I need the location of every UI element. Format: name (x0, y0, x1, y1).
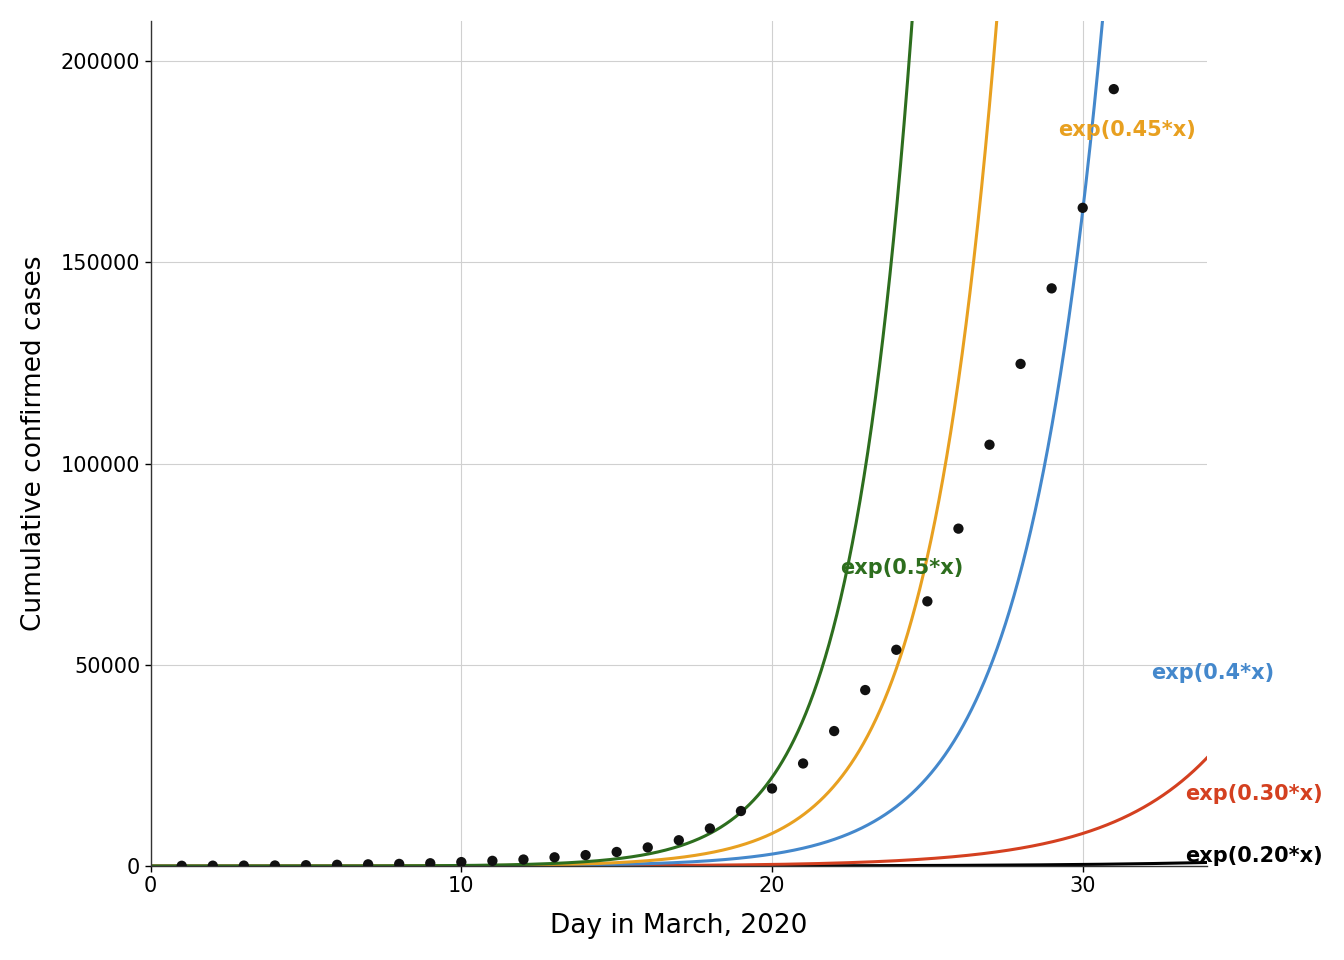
Point (668, 832, 689, 848)
Point (917, 593, 938, 609)
Point (481, 853, 503, 869)
Point (886, 642, 907, 658)
Text: exp(0.30*x): exp(0.30*x) (1185, 783, 1322, 804)
Point (730, 804, 751, 819)
Point (419, 855, 441, 871)
Text: exp(0.4*x): exp(0.4*x) (1150, 663, 1274, 683)
Y-axis label: Cumulative confirmed cases: Cumulative confirmed cases (22, 255, 47, 632)
Point (202, 858, 223, 874)
Point (1009, 356, 1031, 372)
Point (544, 850, 566, 865)
Point (327, 857, 348, 873)
Point (450, 854, 472, 870)
Point (699, 821, 720, 836)
Point (761, 780, 782, 796)
Point (296, 857, 317, 873)
Point (637, 840, 659, 855)
Point (265, 858, 286, 874)
Text: exp(0.20*x): exp(0.20*x) (1185, 846, 1322, 866)
Point (793, 756, 814, 771)
Point (1073, 200, 1094, 215)
Point (1040, 280, 1062, 296)
Point (855, 683, 876, 698)
X-axis label: Day in March, 2020: Day in March, 2020 (550, 913, 808, 939)
Point (512, 852, 534, 867)
Point (978, 437, 1000, 452)
Point (1103, 82, 1125, 97)
Point (824, 724, 845, 739)
Point (606, 844, 628, 859)
Point (358, 856, 379, 872)
Point (388, 856, 410, 872)
Point (171, 858, 192, 874)
Point (575, 848, 597, 863)
Point (948, 521, 969, 537)
Text: exp(0.5*x): exp(0.5*x) (840, 558, 964, 578)
Point (233, 858, 254, 874)
Text: exp(0.45*x): exp(0.45*x) (1058, 119, 1196, 139)
